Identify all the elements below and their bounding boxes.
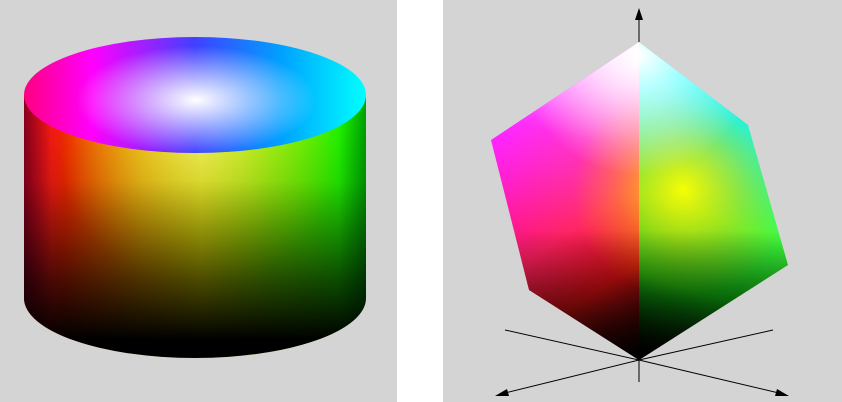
z-axis-arrow-icon	[635, 8, 643, 20]
cylinder-top	[24, 37, 366, 153]
axis-arrowheads	[495, 8, 789, 396]
cylinder-side	[24, 95, 366, 358]
axis-lines	[500, 14, 784, 395]
cube-body	[491, 42, 788, 360]
x-axis-arrow-icon	[495, 389, 509, 396]
cube-panel	[443, 0, 842, 402]
color-cube	[491, 8, 789, 396]
color-cylinder	[24, 37, 366, 358]
panel-divider	[397, 0, 443, 402]
cylinder-panel	[0, 0, 397, 402]
y-axis-arrow-icon	[775, 389, 789, 396]
